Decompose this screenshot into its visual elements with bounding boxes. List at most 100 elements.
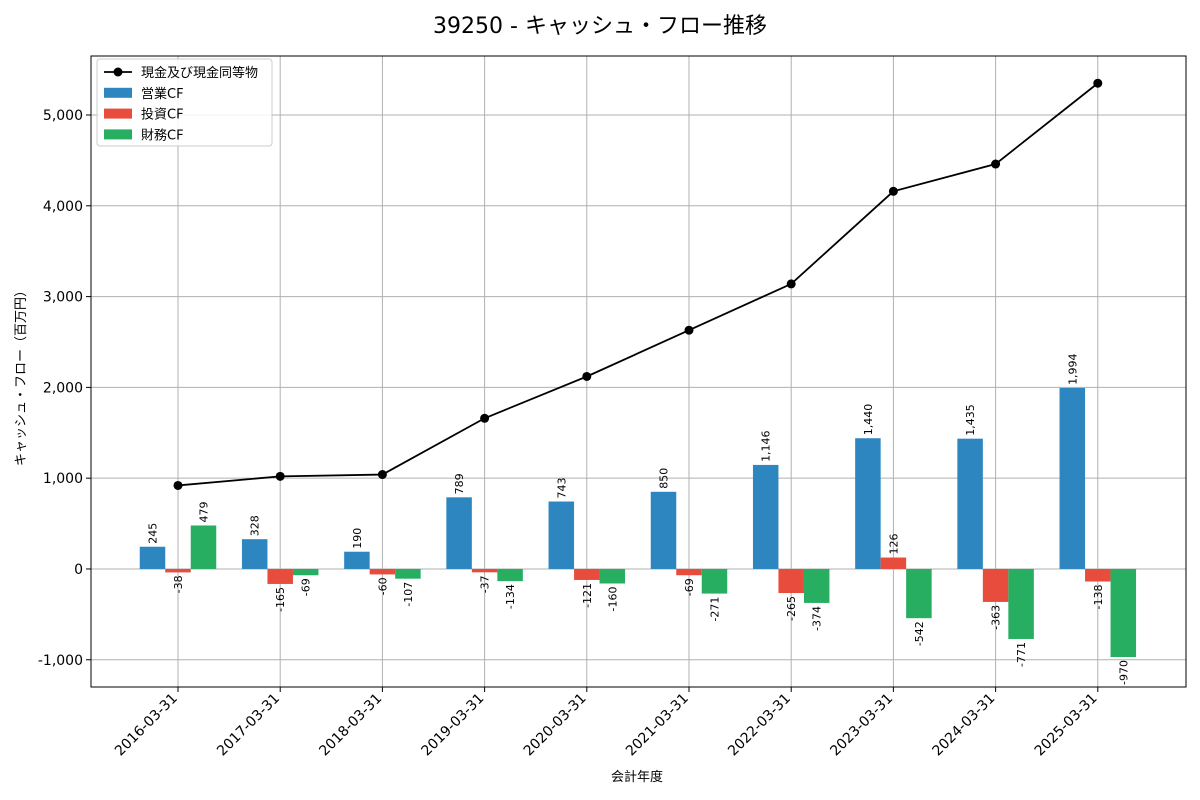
bar xyxy=(190,525,217,569)
data-label: -160 xyxy=(606,586,619,611)
x-tick-label: 2020-03-31 xyxy=(521,691,590,760)
legend-label: 財務CF xyxy=(141,128,184,143)
x-tick-label: 2025-03-31 xyxy=(1032,691,1101,760)
bar xyxy=(982,568,1009,602)
data-label: -138 xyxy=(1092,585,1105,610)
cash-point xyxy=(786,279,796,289)
y-tick-label: 2,000 xyxy=(43,380,83,396)
bar xyxy=(344,551,370,569)
bar xyxy=(369,568,396,575)
bar xyxy=(497,568,523,582)
legend-label: 現金及び現金同等物 xyxy=(141,65,258,81)
x-tick-label: 2021-03-31 xyxy=(623,691,692,760)
data-label: 245 xyxy=(147,523,160,544)
y-tick-label: 1,000 xyxy=(43,471,83,487)
data-label: -374 xyxy=(811,606,824,631)
y-tick-label: -1,000 xyxy=(38,653,83,669)
bar xyxy=(292,568,319,576)
cash-point xyxy=(991,159,1001,169)
y-tick-label: 3,000 xyxy=(43,290,83,306)
x-axis-label: 会計年度 xyxy=(611,769,663,785)
data-label: -542 xyxy=(913,621,926,646)
data-label: 328 xyxy=(249,515,262,536)
bar xyxy=(1085,568,1111,582)
plot-frame xyxy=(90,55,1187,688)
legend-box xyxy=(96,58,273,147)
x-tick-label: 2018-03-31 xyxy=(316,691,385,760)
bar xyxy=(880,557,907,569)
data-label: -134 xyxy=(504,584,517,609)
data-label: -60 xyxy=(376,577,389,595)
bars xyxy=(139,387,1137,658)
data-label: -970 xyxy=(1117,660,1130,685)
x-tick-label: 2024-03-31 xyxy=(930,691,999,760)
bar xyxy=(165,568,191,573)
data-label: -121 xyxy=(581,583,594,608)
bar xyxy=(1008,568,1034,639)
cash-point xyxy=(275,471,285,481)
legend-label: 営業CF xyxy=(141,86,184,102)
data-label: -69 xyxy=(300,578,313,596)
cash-point xyxy=(377,470,387,480)
legend-label: 投資CF xyxy=(141,107,184,123)
data-label: 126 xyxy=(887,534,900,555)
cash-point xyxy=(582,371,592,381)
bar xyxy=(267,568,293,584)
bar xyxy=(599,568,626,584)
legend-swatch xyxy=(104,129,132,140)
data-label: -265 xyxy=(785,596,798,621)
bar xyxy=(803,568,830,603)
bar xyxy=(778,568,804,594)
data-label: 1,146 xyxy=(760,430,773,462)
data-label: -107 xyxy=(402,582,415,607)
y-tick-label: 4,000 xyxy=(43,199,83,215)
bar xyxy=(574,568,600,580)
data-label: -271 xyxy=(709,597,722,622)
bar xyxy=(676,568,702,576)
x-tick-label: 2023-03-31 xyxy=(827,691,896,760)
legend-swatch xyxy=(104,87,132,98)
cash-line xyxy=(173,78,1103,490)
cash-point xyxy=(684,325,694,335)
bar xyxy=(1110,568,1137,658)
bar xyxy=(957,438,983,569)
bar xyxy=(1059,387,1086,569)
legend-swatch xyxy=(104,108,132,119)
legend-line-marker xyxy=(113,67,123,77)
data-label: 190 xyxy=(351,528,364,549)
cash-point xyxy=(173,480,183,490)
cash-point xyxy=(888,186,898,196)
axes: -1,000 0 1,000 2,000 3,000 4,000 5,000 2016-03-… xyxy=(38,55,1187,760)
y-axis-label: キャッシュ・フロー（百万円） xyxy=(14,284,29,466)
y-tick-label: 5,000 xyxy=(43,108,83,124)
data-label: -165 xyxy=(274,587,287,612)
bar xyxy=(139,546,166,569)
data-label: -363 xyxy=(990,605,1003,630)
bar xyxy=(855,438,881,569)
data-labels: 245 328 190 789 743 850 1,146 1,440 1,435 1,994 -3… xyxy=(147,353,1131,685)
data-label: -69 xyxy=(683,578,696,596)
y-tick-label: 0 xyxy=(74,562,83,578)
data-label: -771 xyxy=(1015,642,1028,667)
x-tick-label: 2016-03-31 xyxy=(112,691,181,760)
bar xyxy=(701,568,728,594)
data-label: 789 xyxy=(453,473,466,494)
cash-point xyxy=(1093,78,1103,88)
cash-line-path xyxy=(177,82,1099,487)
data-label: 1,440 xyxy=(862,404,875,436)
bar xyxy=(471,568,498,573)
data-label: 743 xyxy=(555,478,568,499)
x-tick-label: 2019-03-31 xyxy=(419,691,488,760)
bar xyxy=(241,539,268,569)
data-label: -38 xyxy=(172,575,185,593)
bar xyxy=(650,491,677,569)
data-label: 1,994 xyxy=(1066,353,1079,385)
bar xyxy=(752,464,779,569)
bar xyxy=(906,568,932,619)
bar xyxy=(395,568,421,579)
data-label: -37 xyxy=(479,575,492,593)
bar xyxy=(446,497,472,569)
